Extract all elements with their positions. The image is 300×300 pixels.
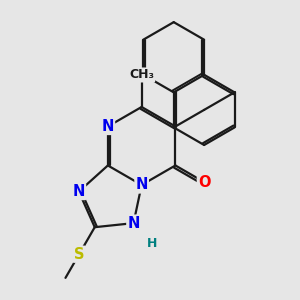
Text: CH₃: CH₃ <box>129 68 154 82</box>
Text: H: H <box>147 237 157 250</box>
Text: N: N <box>127 216 140 231</box>
Text: O: O <box>198 175 210 190</box>
Text: N: N <box>73 184 85 199</box>
Text: S: S <box>74 247 84 262</box>
Text: N: N <box>135 178 148 193</box>
Text: N: N <box>102 119 114 134</box>
